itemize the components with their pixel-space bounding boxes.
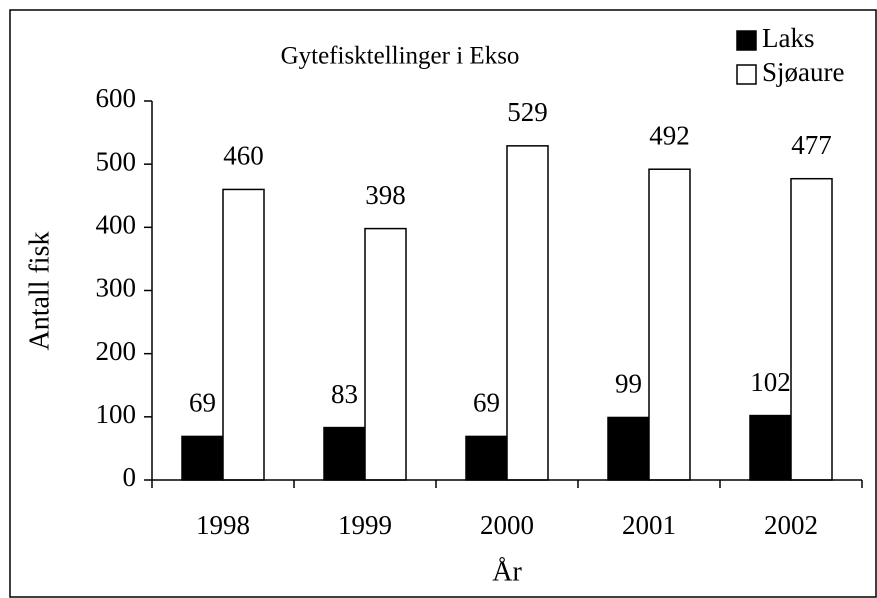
y-tick-label: 600 — [96, 83, 137, 113]
y-tick-label: 0 — [123, 462, 137, 492]
x-tick-label: 1998 — [196, 510, 250, 540]
bar — [506, 145, 549, 481]
x-axis-label: År — [492, 556, 522, 587]
legend-label: Sjøaure — [762, 57, 844, 87]
y-tick-label: 300 — [96, 273, 137, 303]
value-label: 460 — [223, 141, 264, 171]
x-tick-label: 2000 — [480, 510, 534, 540]
legend-label: Laks — [762, 23, 814, 53]
bar — [323, 426, 366, 481]
y-tick-label: 400 — [96, 210, 137, 240]
bar — [648, 168, 691, 481]
value-label: 492 — [649, 120, 690, 150]
chart-frame — [9, 9, 877, 598]
bar — [790, 177, 833, 481]
y-tick-label: 100 — [96, 399, 137, 429]
bar — [222, 188, 265, 481]
bar — [749, 414, 792, 481]
x-tick-label: 2001 — [622, 510, 676, 540]
bar — [465, 435, 508, 481]
value-label: 99 — [615, 369, 642, 399]
legend-swatch — [736, 30, 757, 51]
value-label: 83 — [331, 379, 358, 409]
value-label: 398 — [365, 180, 406, 210]
x-tick-label: 2002 — [764, 510, 818, 540]
bar — [181, 435, 224, 481]
value-label: 477 — [791, 130, 832, 160]
bar — [607, 416, 650, 481]
legend-swatch — [736, 64, 757, 85]
x-tick-label: 1999 — [338, 510, 392, 540]
y-tick-label: 500 — [96, 146, 137, 176]
value-label: 102 — [750, 367, 791, 397]
chart-title: Gytefisktellinger i Ekso — [281, 43, 520, 70]
value-label: 529 — [507, 97, 548, 127]
y-tick-label: 200 — [96, 336, 137, 366]
value-label: 69 — [473, 388, 500, 418]
y-axis-label: Antall fisk — [24, 232, 55, 351]
bar — [364, 227, 407, 481]
value-label: 69 — [189, 388, 216, 418]
